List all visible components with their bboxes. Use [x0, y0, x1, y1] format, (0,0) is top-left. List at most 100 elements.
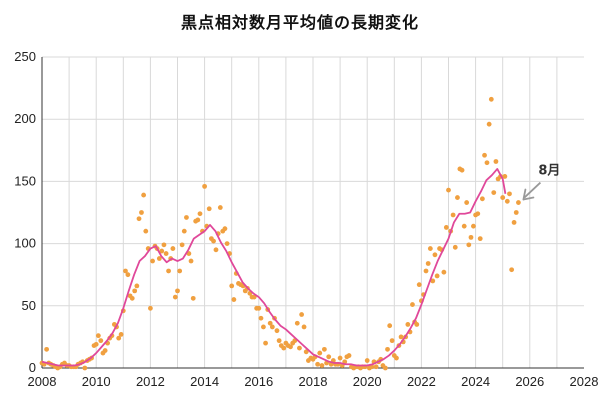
monthly-point — [82, 365, 88, 371]
monthly-point — [475, 211, 481, 217]
monthly-point — [197, 211, 203, 217]
monthly-point — [486, 121, 492, 127]
monthly-point — [281, 345, 287, 351]
monthly-point — [251, 294, 257, 300]
monthly-point — [123, 268, 128, 274]
monthly-point — [269, 324, 275, 330]
monthly-point — [222, 226, 228, 232]
annotation-arrow — [523, 181, 542, 199]
monthly-point — [156, 256, 162, 261]
monthly-point — [143, 228, 149, 234]
monthly-point — [181, 228, 187, 234]
monthly-point — [95, 333, 101, 339]
monthly-point — [190, 295, 196, 301]
monthly-point — [315, 361, 321, 367]
monthly-point — [385, 346, 390, 352]
monthly-point — [430, 278, 436, 284]
monthly-point — [346, 353, 352, 358]
monthly-point — [132, 288, 138, 294]
monthly-point — [258, 315, 264, 321]
monthly-point — [261, 324, 266, 330]
monthly-point — [482, 152, 487, 158]
monthly-point — [488, 96, 494, 102]
monthly-point — [274, 328, 280, 334]
monthly-point — [159, 248, 165, 254]
monthly-point — [423, 268, 429, 274]
monthly-point — [477, 236, 483, 242]
axes — [41, 57, 584, 369]
monthly-point — [389, 338, 395, 344]
monthly-point — [206, 206, 212, 212]
monthly-point — [452, 244, 458, 250]
monthly-point — [93, 341, 99, 347]
monthly-point — [136, 216, 142, 222]
monthly-point — [184, 215, 189, 220]
monthly-point — [441, 269, 447, 275]
monthly-point — [98, 338, 104, 344]
monthly-point — [188, 258, 194, 264]
monthly-point — [256, 305, 262, 311]
monthly-point — [102, 348, 108, 353]
monthly-point — [416, 282, 422, 288]
monthly-point — [141, 192, 147, 198]
monthly-point — [118, 332, 124, 337]
monthly-point — [299, 312, 305, 317]
monthly-point — [382, 365, 388, 371]
monthly-point — [326, 354, 332, 360]
monthly-point — [134, 283, 140, 289]
monthly-point — [459, 167, 465, 173]
monthly-point — [175, 288, 180, 294]
monthly-point — [511, 220, 517, 225]
monthly-point — [443, 225, 449, 230]
chart-title: 黒点相対数月平均値の長期変化 — [180, 13, 419, 32]
annotation-arrowhead — [522, 188, 535, 201]
x-tick-label: 2016 — [244, 374, 273, 389]
monthly-point — [455, 195, 460, 200]
monthly-point — [44, 346, 50, 352]
monthly-point — [450, 212, 456, 218]
x-tick-label: 2026 — [515, 374, 544, 389]
gridlines — [42, 56, 584, 369]
monthly-point — [303, 349, 309, 355]
monthly-point — [446, 187, 451, 193]
monthly-point — [195, 217, 201, 223]
monthly-point — [464, 200, 470, 205]
monthly-point — [432, 252, 438, 258]
monthly-point — [387, 323, 393, 329]
monthly-point — [202, 183, 208, 189]
monthly-point — [297, 345, 302, 351]
monthly-point — [364, 358, 370, 363]
monthly-point — [398, 334, 404, 340]
monthly-point — [484, 160, 490, 166]
monthly-point — [170, 246, 176, 251]
monthly-point — [229, 283, 235, 289]
monthly-point — [211, 238, 216, 244]
smoothed-line — [41, 168, 507, 367]
x-tick-label: 2012 — [136, 374, 165, 389]
monthly-point — [317, 350, 323, 356]
monthly-point — [461, 223, 467, 229]
monthly-point — [166, 268, 171, 274]
monthly-point — [321, 346, 327, 352]
monthly-point — [468, 234, 474, 240]
monthly-point — [500, 195, 506, 200]
monthly-point — [466, 242, 472, 248]
monthly-point — [150, 258, 155, 264]
monthly-point — [267, 320, 273, 326]
monthly-point — [125, 272, 131, 278]
monthly-point — [479, 196, 485, 202]
monthly-point — [213, 247, 219, 253]
y-tick-label: 0 — [29, 360, 36, 375]
x-tick-label: 2020 — [353, 374, 382, 389]
monthly-point — [172, 294, 178, 300]
monthly-point — [509, 267, 515, 273]
x-tick-label: 2010 — [82, 374, 111, 389]
monthly-point — [394, 355, 399, 361]
monthly-point — [373, 364, 379, 370]
x-tick-label: 2024 — [461, 374, 490, 389]
monthly-point — [129, 295, 135, 301]
annotation-label: 8月 — [538, 164, 560, 179]
monthly-point — [231, 297, 237, 302]
y-tick-label: 50 — [22, 298, 36, 313]
